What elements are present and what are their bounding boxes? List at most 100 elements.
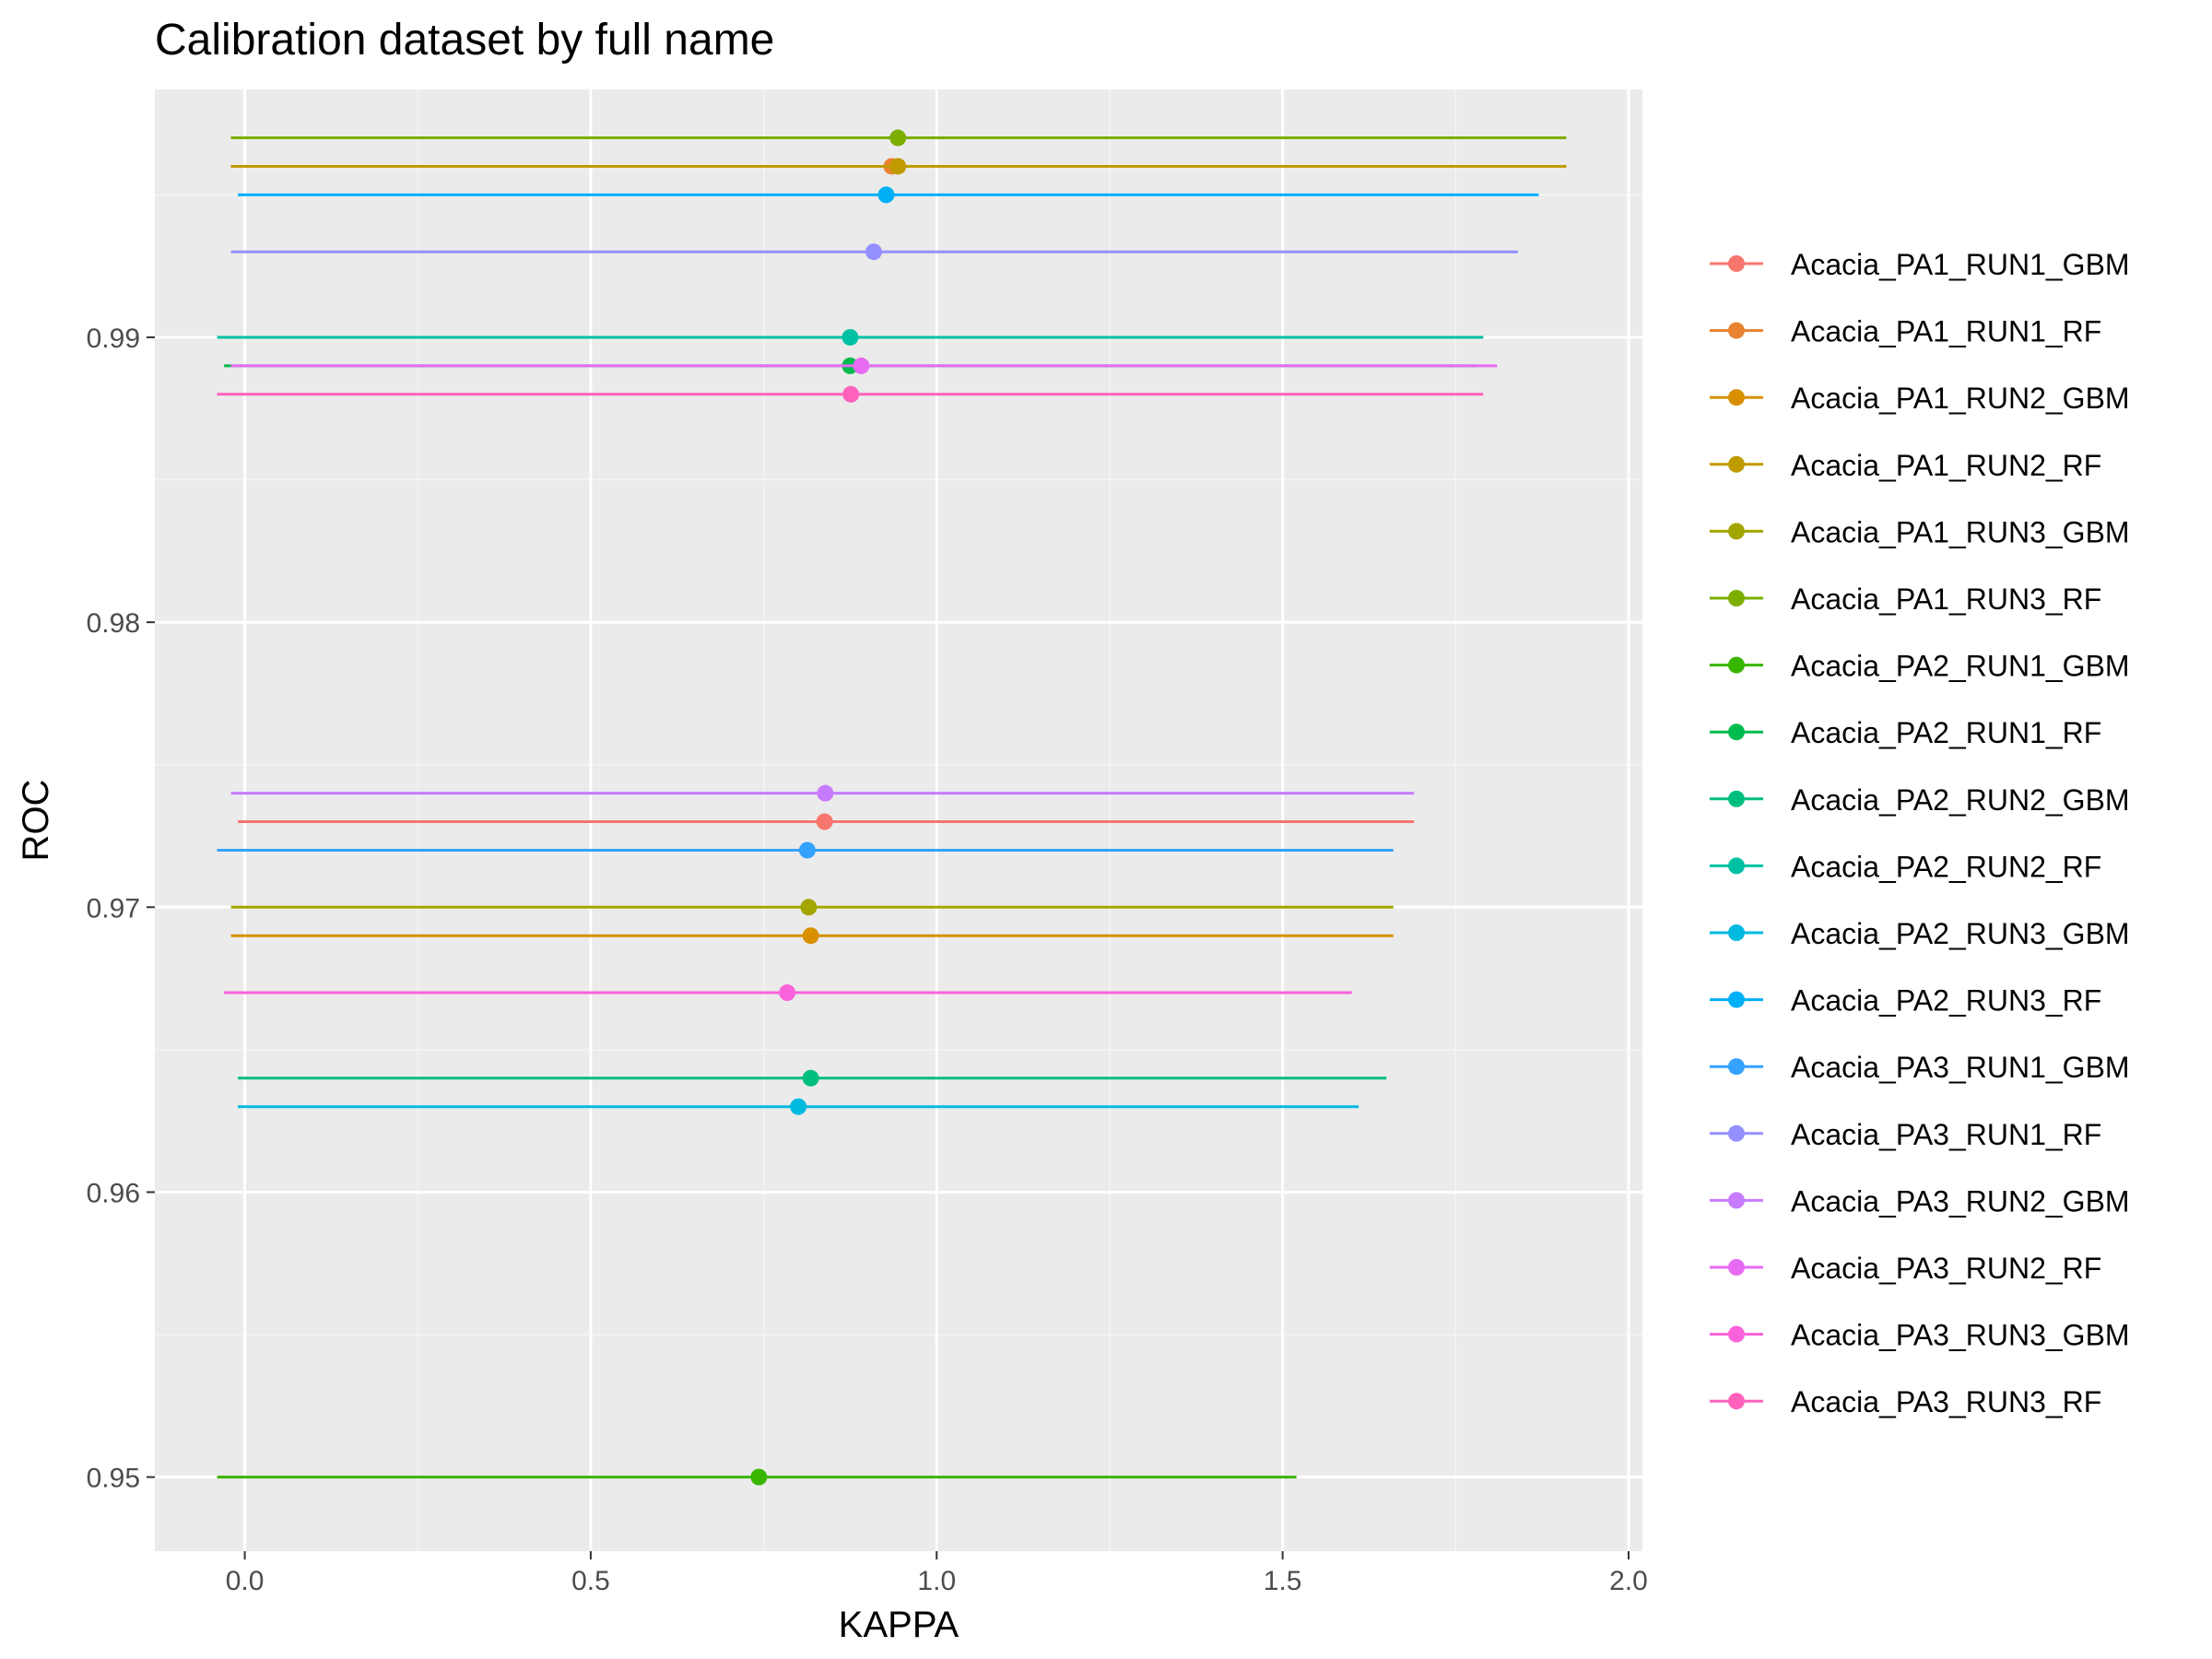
x-axis: 0.0 0.5 1.0 1.5 2.0 [226,1551,1648,1596]
series-Acacia_PA3_RUN1_GBM [217,841,1394,859]
series-Acacia_PA1_RUN1_GBM [238,813,1415,830]
data-point [779,984,796,1002]
legend-item: Acacia_PA2_RUN3_RF [1710,984,2101,1018]
y-tick-label: 0.99 [87,324,140,354]
series-Acacia_PA3_RUN1_RF [230,243,1518,261]
legend-item: Acacia_PA1_RUN3_RF [1710,582,2101,616]
series-Acacia_PA1_RUN3_GBM [230,899,1394,916]
legend-key-point [1728,724,1745,741]
series-Acacia_PA2_RUN3_RF [238,186,1539,204]
series-Acacia_PA1_RUN2_RF [230,158,1567,175]
data-point [877,186,895,204]
series-Acacia_PA3_RUN2_RF [230,357,1498,374]
plot-panel [155,89,1642,1551]
y-tick-label: 0.97 [87,893,140,924]
legend-key-point [1728,255,1745,272]
data-series [217,129,1567,1486]
legend-key-point [1728,1192,1745,1209]
legend-item: Acacia_PA2_RUN3_GBM [1710,917,2130,950]
legend-item: Acacia_PA3_RUN1_RF [1710,1118,2101,1151]
legend-label: Acacia_PA1_RUN1_RF [1791,315,2101,348]
legend-key-point [1728,523,1745,540]
legend-key-point [1728,1058,1745,1076]
legend-key-point [1728,1325,1745,1343]
legend-label: Acacia_PA2_RUN2_GBM [1791,783,2130,817]
legend-item: Acacia_PA2_RUN2_GBM [1710,783,2130,817]
series-Acacia_PA3_RUN2_GBM [230,784,1415,802]
legend-key-point [1728,790,1745,807]
x-tick-label: 0.0 [226,1566,265,1596]
legend-item: Acacia_PA2_RUN1_RF [1710,716,2101,749]
data-point [816,813,833,830]
data-point [842,385,860,403]
legend-label: Acacia_PA3_RUN3_RF [1791,1385,2101,1418]
data-point [889,158,907,175]
data-point [800,899,818,916]
legend-item: Acacia_PA3_RUN1_GBM [1710,1051,2130,1084]
legend-key-point [1728,656,1745,674]
series-Acacia_PA3_RUN3_RF [217,385,1484,403]
x-tick-label: 2.0 [1609,1566,1648,1596]
data-point [853,357,870,374]
legend-label: Acacia_PA1_RUN2_RF [1791,449,2101,482]
data-point [817,784,834,802]
data-point [841,328,859,346]
legend: Acacia_PA1_RUN1_GBM Acacia_PA1_RUN1_RF Aca… [1710,248,2130,1418]
data-point [790,1098,807,1115]
legend-item: Acacia_PA3_RUN2_RF [1710,1252,2101,1285]
x-axis-title: KAPPA [839,1605,959,1645]
legend-item: Acacia_PA1_RUN1_GBM [1710,248,2130,281]
legend-key-point [1728,1259,1745,1276]
legend-item: Acacia_PA1_RUN1_RF [1710,315,2101,348]
legend-key-point [1728,1124,1745,1142]
legend-label: Acacia_PA3_RUN2_GBM [1791,1184,2130,1218]
legend-key-point [1728,991,1745,1008]
chart-title: Calibration dataset by full name [155,16,774,65]
series-Acacia_PA3_RUN3_GBM [224,984,1352,1002]
x-tick-label: 1.0 [917,1566,956,1596]
legend-key-point [1728,322,1745,339]
series-Acacia_PA1_RUN2_GBM [230,927,1394,945]
legend-item: Acacia_PA1_RUN3_GBM [1710,515,2130,548]
y-tick-label: 0.96 [87,1178,140,1208]
data-point [865,243,882,261]
legend-label: Acacia_PA2_RUN3_RF [1791,984,2101,1018]
legend-key-point [1728,389,1745,406]
legend-label: Acacia_PA2_RUN1_RF [1791,716,2101,749]
x-tick-label: 0.5 [571,1566,610,1596]
legend-item: Acacia_PA3_RUN3_RF [1710,1385,2101,1418]
data-point [802,927,819,945]
legend-label: Acacia_PA2_RUN3_GBM [1791,917,2130,950]
series-Acacia_PA1_RUN3_RF [230,129,1567,147]
legend-key-point [1728,924,1745,941]
legend-key-point [1728,857,1745,875]
x-tick-label: 1.5 [1264,1566,1302,1596]
data-point [802,1069,819,1087]
legend-item: Acacia_PA2_RUN2_RF [1710,850,2101,883]
legend-key-point [1728,1393,1745,1410]
y-axis: 0.95 0.96 0.97 0.98 0.99 [87,324,155,1494]
legend-item: Acacia_PA3_RUN2_GBM [1710,1184,2130,1218]
legend-label: Acacia_PA3_RUN2_RF [1791,1252,2101,1285]
legend-label: Acacia_PA2_RUN1_GBM [1791,650,2130,683]
legend-label: Acacia_PA1_RUN3_RF [1791,582,2101,616]
y-axis-title: ROC [16,780,56,862]
legend-label: Acacia_PA3_RUN1_GBM [1791,1051,2130,1084]
legend-item: Acacia_PA1_RUN2_GBM [1710,382,2130,415]
series-Acacia_PA2_RUN2_GBM [238,1069,1387,1087]
series-Acacia_PA2_RUN1_GBM [217,1468,1297,1486]
data-point [889,129,907,147]
legend-label: Acacia_PA2_RUN2_RF [1791,850,2101,883]
legend-item: Acacia_PA1_RUN2_RF [1710,449,2101,482]
series-Acacia_PA2_RUN2_RF [217,328,1484,346]
data-point [798,841,816,859]
legend-label: Acacia_PA3_RUN1_RF [1791,1118,2101,1151]
data-point [750,1468,768,1486]
legend-label: Acacia_PA3_RUN3_GBM [1791,1319,2130,1352]
legend-item: Acacia_PA3_RUN3_GBM [1710,1319,2130,1352]
legend-label: Acacia_PA1_RUN1_GBM [1791,248,2130,281]
legend-label: Acacia_PA1_RUN2_GBM [1791,382,2130,415]
legend-key-point [1728,590,1745,606]
legend-item: Acacia_PA2_RUN1_GBM [1710,650,2130,683]
